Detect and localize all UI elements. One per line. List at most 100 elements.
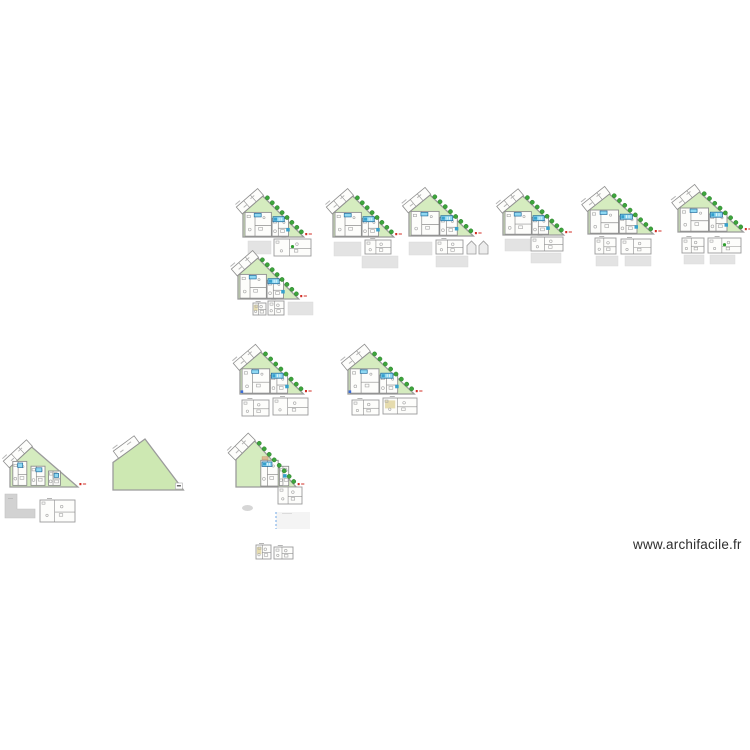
red-marker xyxy=(305,233,308,236)
spa xyxy=(376,227,380,232)
red-marker xyxy=(79,483,82,486)
tree-icon xyxy=(638,217,643,223)
pool xyxy=(420,212,429,217)
tree-icon xyxy=(468,228,474,234)
pool xyxy=(261,461,273,467)
plan-06[interactable] xyxy=(670,182,750,265)
tree-icon xyxy=(372,351,377,357)
plan-03[interactable] xyxy=(401,185,489,268)
top-annex xyxy=(325,187,355,215)
red-marker xyxy=(297,483,300,486)
annex-building xyxy=(277,486,303,505)
tree-icon xyxy=(289,286,295,292)
plan-04[interactable] xyxy=(495,186,572,264)
plan-01[interactable] xyxy=(234,186,312,257)
tree-icon xyxy=(298,386,304,392)
tree-icon xyxy=(544,213,550,219)
spa xyxy=(454,226,459,231)
tree-icon xyxy=(722,210,728,216)
annex-building xyxy=(624,255,652,267)
top-annex xyxy=(230,249,260,277)
pool xyxy=(17,462,24,468)
annex-building xyxy=(272,397,309,416)
watermark: www.archifacile.fr xyxy=(633,537,742,552)
tree-icon xyxy=(442,204,448,209)
tree-icon xyxy=(611,193,617,199)
annex-building xyxy=(287,301,314,316)
tree-icon xyxy=(398,376,404,382)
annex-building xyxy=(709,254,736,265)
tree-icon xyxy=(286,474,292,479)
annex-building xyxy=(530,252,562,264)
tree-icon xyxy=(549,218,555,224)
tree-icon xyxy=(534,204,540,210)
plan-02[interactable] xyxy=(324,186,402,269)
tree-icon xyxy=(384,224,390,230)
hut xyxy=(478,240,489,255)
tree-icon xyxy=(268,356,273,362)
annex-building xyxy=(435,255,469,268)
pool xyxy=(513,212,522,217)
tree-icon xyxy=(369,210,375,215)
annex-building xyxy=(408,241,433,256)
tree-icon xyxy=(264,262,270,268)
plan-11[interactable] xyxy=(112,433,185,491)
tree-icon xyxy=(294,224,300,230)
tree-icon xyxy=(627,207,633,213)
plan-09[interactable] xyxy=(339,342,423,416)
tree-icon xyxy=(458,219,464,224)
pool xyxy=(53,473,59,478)
tree-icon xyxy=(379,220,385,225)
plan-12[interactable] xyxy=(226,431,310,529)
pool xyxy=(343,213,352,218)
spa xyxy=(724,223,729,227)
tree-icon xyxy=(382,361,388,367)
tree-icon xyxy=(632,212,638,218)
red-marker xyxy=(304,390,307,393)
tree-icon xyxy=(281,468,287,474)
pool xyxy=(272,216,285,223)
annex-building xyxy=(241,399,270,417)
top-annex xyxy=(670,183,701,210)
annex-building xyxy=(595,255,619,267)
tree-icon xyxy=(432,194,438,200)
tree-icon xyxy=(393,371,399,377)
tree-icon xyxy=(355,195,360,201)
tree-icon xyxy=(717,205,723,211)
top-annex xyxy=(232,343,263,371)
tree-icon xyxy=(284,282,290,287)
plan-05[interactable] xyxy=(580,184,662,267)
spa xyxy=(286,227,290,232)
annex-pair[interactable] xyxy=(255,543,294,560)
tree-icon xyxy=(437,199,443,205)
tree-icon xyxy=(283,371,289,377)
plan-10[interactable] xyxy=(1,438,87,523)
plot-outline xyxy=(112,438,185,491)
tree-icon xyxy=(261,446,267,452)
tree-icon xyxy=(559,227,564,233)
red-marker xyxy=(654,230,657,233)
pool xyxy=(599,210,608,215)
tree-icon xyxy=(288,376,294,382)
tree-icon xyxy=(276,463,282,468)
blue-marker xyxy=(348,390,352,393)
annex-building xyxy=(594,237,617,255)
pool xyxy=(359,369,368,374)
top-annex xyxy=(235,187,265,215)
pool xyxy=(35,467,43,473)
plan-07[interactable] xyxy=(229,248,314,316)
plan-08[interactable] xyxy=(231,342,312,417)
tree-icon xyxy=(359,200,365,206)
tree-icon xyxy=(448,209,453,214)
pool xyxy=(362,216,375,223)
tree-icon xyxy=(274,205,280,210)
tree-icon xyxy=(274,272,280,277)
annex-building xyxy=(4,493,36,519)
tree-icon xyxy=(648,226,654,232)
tree-icon xyxy=(266,451,272,457)
spa xyxy=(546,226,550,230)
tree-icon xyxy=(404,381,410,387)
red-marker xyxy=(300,295,303,298)
annex-building xyxy=(530,236,564,252)
